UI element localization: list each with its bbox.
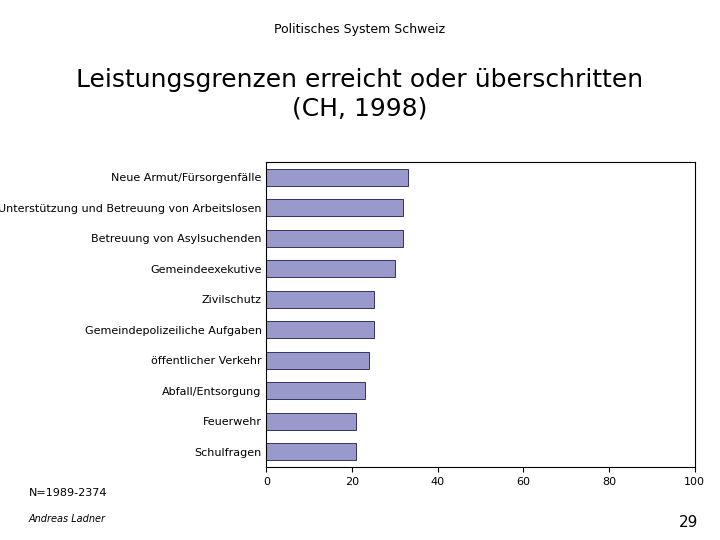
Bar bbox=[266, 352, 369, 369]
Text: Politisches System Schweiz: Politisches System Schweiz bbox=[274, 23, 446, 36]
Text: Leistungsgrenzen erreicht oder überschritten
(CH, 1998): Leistungsgrenzen erreicht oder überschri… bbox=[76, 68, 644, 121]
Text: Andreas Ladner: Andreas Ladner bbox=[29, 515, 106, 524]
Bar bbox=[266, 413, 356, 430]
Text: 29: 29 bbox=[679, 515, 698, 530]
Bar bbox=[266, 169, 408, 186]
Bar bbox=[266, 321, 374, 338]
Bar bbox=[266, 382, 365, 399]
Bar bbox=[266, 260, 395, 277]
Bar bbox=[266, 443, 356, 460]
Text: N=1989-2374: N=1989-2374 bbox=[29, 488, 107, 498]
Bar bbox=[266, 291, 374, 308]
Bar bbox=[266, 230, 403, 247]
Bar bbox=[266, 199, 403, 216]
